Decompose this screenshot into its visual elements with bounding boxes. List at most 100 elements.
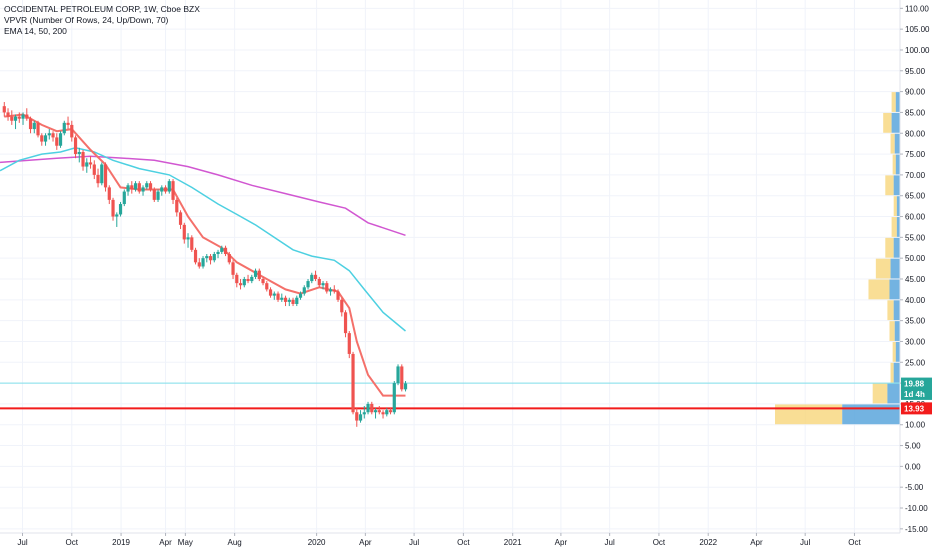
candle-body	[336, 291, 340, 300]
vpvr-bar-down	[892, 341, 896, 362]
candle-body	[227, 254, 231, 263]
candle-body	[373, 410, 378, 413]
price-tag-bg	[901, 387, 932, 400]
candle-body	[313, 274, 318, 279]
candle-body	[261, 278, 265, 284]
price-tag-bg	[901, 402, 932, 415]
time-tick-label: 2020	[308, 538, 326, 547]
price-tick-label: 70.00	[905, 171, 926, 180]
candle-body	[103, 164, 108, 188]
vpvr-bar-up	[895, 154, 900, 175]
price-tick-label: 100.00	[905, 46, 930, 55]
candle-body	[216, 251, 220, 255]
time-tick-label: 2019	[112, 538, 130, 547]
vpvr-bar-down	[891, 92, 896, 112]
candle-body	[28, 118, 33, 130]
legend-ema[interactable]: EMA 14, 50, 200	[4, 26, 67, 36]
time-tick-label: Apr	[555, 538, 568, 547]
price-tick-label: 60.00	[905, 213, 926, 222]
price-tick-label: -15.00	[905, 525, 928, 534]
price-tick-label: 30.00	[905, 337, 926, 346]
candle-body	[366, 403, 370, 413]
candle-body	[238, 283, 243, 286]
candle-body	[351, 353, 355, 413]
legend-symbol[interactable]: OCCIDENTAL PETROLEUM CORP, 1W, Cboe BZX	[4, 4, 200, 14]
candle-body	[156, 191, 160, 200]
candle-body	[130, 185, 134, 190]
candle-body	[358, 414, 363, 421]
candle-body	[186, 237, 190, 240]
ema-50-line	[0, 147, 406, 332]
candle-body	[291, 299, 295, 304]
price-tick-label: 75.00	[905, 150, 926, 159]
candle-body	[343, 312, 348, 334]
candle-body	[242, 278, 246, 286]
candle-body	[77, 151, 81, 155]
price-tick-label: 25.00	[905, 358, 926, 367]
time-tick-label: May	[178, 538, 193, 547]
candle-body	[385, 410, 389, 415]
price-axis: -15.00-10.00-5.000.005.0010.0015.0020.00…	[899, 0, 932, 550]
time-tick-label: Oct	[848, 538, 861, 547]
candle-body	[212, 254, 216, 261]
candle-body	[272, 293, 276, 296]
vpvr-bar-down	[872, 383, 888, 404]
price-tick-label: 45.00	[905, 275, 926, 284]
price-tick-label: 0.00	[905, 462, 921, 471]
price-tick-label: 90.00	[905, 88, 926, 97]
price-tick-label: 55.00	[905, 233, 926, 242]
candle-body	[148, 183, 153, 190]
candle-body	[400, 366, 404, 390]
vpvr-bar-up	[894, 133, 900, 154]
price-tick-label: 105.00	[905, 25, 930, 34]
candle-body	[246, 278, 250, 282]
grid	[0, 0, 900, 533]
vpvr-bar-down	[891, 217, 897, 237]
candle-body	[347, 333, 351, 354]
time-tick-label: Oct	[653, 538, 666, 547]
candle-body	[167, 181, 171, 192]
vpvr-bar-up	[893, 175, 900, 196]
time-tick-label: 2021	[504, 538, 522, 547]
candle-body	[141, 187, 145, 192]
horizontal-lines	[0, 382, 900, 410]
candle-body	[107, 187, 111, 200]
time-tick-label: Apr	[159, 538, 172, 547]
legend-vpvr[interactable]: VPVR (Number Of Rows, 24, Up/Down, 70)	[4, 15, 169, 25]
candle-body	[193, 249, 198, 263]
candle-body	[160, 187, 164, 192]
candle-body	[250, 276, 254, 282]
candle-body	[92, 164, 96, 175]
candle-body	[133, 183, 138, 190]
candle-body	[6, 112, 10, 117]
time-tick-label: Jul	[800, 538, 810, 547]
candle-body	[235, 274, 239, 284]
candle-body	[96, 174, 100, 184]
vpvr-bar-up	[893, 300, 900, 321]
candle-body	[403, 383, 408, 390]
candle-body	[280, 297, 284, 300]
price-tick-label: 65.00	[905, 192, 926, 201]
price-tick-label: 80.00	[905, 129, 926, 138]
vpvr-bar-up	[890, 258, 900, 279]
candle-body	[81, 151, 85, 167]
vpvr-bar-up	[895, 92, 900, 112]
candle-body	[223, 247, 228, 255]
candle-body	[201, 258, 205, 267]
price-tick-label: 50.00	[905, 254, 926, 263]
vpvr-bar-down	[875, 258, 891, 279]
candle-body	[253, 270, 258, 277]
candle-body	[118, 204, 123, 215]
vpvr-bar-down	[893, 196, 897, 217]
time-tick-label: 2022	[699, 538, 717, 547]
candle-body	[340, 299, 344, 313]
candle-body	[287, 299, 291, 302]
candle-body	[58, 133, 63, 146]
vpvr-bar-down	[890, 362, 894, 383]
vpvr-bar-up	[887, 383, 900, 404]
candle-body	[208, 256, 213, 261]
price-axis-bg	[900, 0, 932, 550]
vpvr-bar-down	[885, 175, 894, 196]
